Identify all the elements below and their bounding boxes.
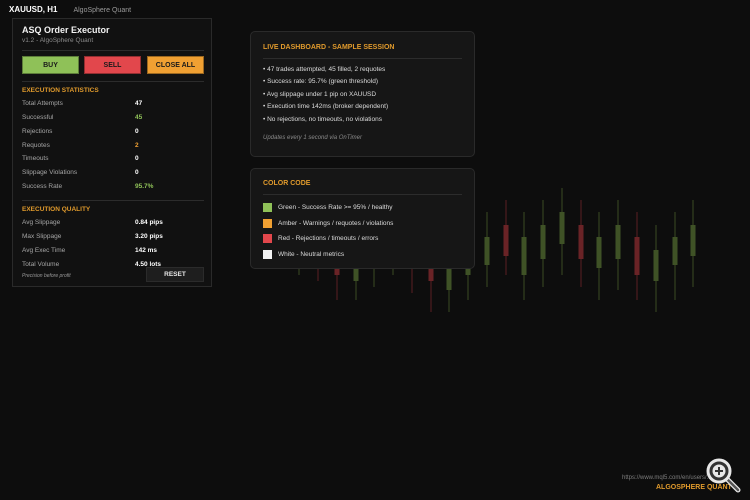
divider — [22, 81, 204, 82]
legend-label: White - Neutral metrics — [278, 251, 345, 258]
zoom-in-magnifier-icon[interactable] — [705, 457, 741, 493]
stat-value: 95.7% — [135, 183, 154, 190]
candles-visible — [484, 188, 696, 312]
divider — [22, 200, 204, 201]
stat-row-total-attempts: Total Attempts 47 — [22, 100, 204, 110]
card-title: LIVE DASHBOARD - SAMPLE SESSION — [263, 44, 395, 51]
execution-quality-title: EXECUTION QUALITY — [22, 206, 91, 213]
legend-label: Amber - Warnings / requotes / violations — [278, 220, 394, 227]
stat-row-slippage-violations: Slippage Violations 0 — [22, 169, 204, 179]
stat-row-rejections: Rejections 0 — [22, 128, 204, 138]
divider — [263, 194, 462, 195]
stat-label: Avg Slippage — [22, 219, 61, 226]
stat-value: 0 — [135, 169, 139, 176]
candles-under-panel — [298, 262, 471, 312]
stat-row-avg-slippage: Avg Slippage 0.84 pips — [22, 219, 204, 229]
legend-label: Green - Success Rate >= 95% / healthy — [278, 204, 393, 211]
stat-value: 4.50 lots — [135, 261, 162, 268]
stat-row-timeouts: Timeouts 0 — [22, 155, 204, 165]
stat-value: 2 — [135, 142, 139, 149]
stat-label: Requotes — [22, 142, 50, 149]
buy-button[interactable]: BUY — [22, 56, 79, 74]
reset-button[interactable]: RESET — [146, 267, 204, 282]
legend-item-red: Red - Rejections / timeouts / errors — [263, 234, 378, 243]
stat-value: 0 — [135, 155, 139, 162]
stat-label: Total Attempts — [22, 100, 63, 107]
stat-row-success-rate: Success Rate 95.7% — [22, 183, 204, 193]
panel-tagline: Precision before profit — [22, 273, 71, 279]
legend-item-amber: Amber - Warnings / requotes / violations — [263, 219, 393, 228]
stat-label: Slippage Violations — [22, 169, 78, 176]
stat-value: 142 ms — [135, 247, 158, 254]
divider — [22, 50, 204, 51]
close-all-button[interactable]: CLOSE ALL — [147, 56, 204, 74]
chart-author: AlgoSphere Quant — [73, 7, 132, 14]
footer-url: https://www.mql5.com/en/users/... — [622, 475, 712, 481]
order-executor-panel: ASQ Order Executor v1.2 - AlgoSphere Qua… — [12, 18, 212, 287]
dashboard-bullet: • 47 trades attempted, 45 filled, 2 requ… — [263, 66, 386, 73]
dashboard-bullet: • Execution time 142ms (broker dependent… — [263, 103, 389, 110]
stat-value: 45 — [135, 114, 143, 121]
color-code-card: COLOR CODE Green - Success Rate >= 95% /… — [250, 168, 475, 269]
stat-row-max-slippage: Max Slippage 3.20 pips — [22, 233, 204, 243]
stat-label: Total Volume — [22, 261, 60, 268]
amber-swatch-icon — [263, 219, 272, 228]
stat-value: 0 — [135, 128, 139, 135]
stat-row-successful: Successful 45 — [22, 114, 204, 124]
footer-brand: ALGOSPHERE QUANT — [656, 484, 732, 491]
stat-row-total-volume: Total Volume 4.50 lots — [22, 261, 204, 271]
execution-statistics-title: EXECUTION STATISTICS — [22, 87, 99, 94]
chart-symbol: XAUUSD, H1 — [9, 5, 58, 14]
legend-label: Red - Rejections / timeouts / errors — [278, 235, 379, 242]
stat-row-requotes: Requotes 2 — [22, 142, 204, 152]
dashboard-bullet: • Success rate: 95.7% (green threshold) — [263, 78, 379, 85]
panel-subtitle: v1.2 - AlgoSphere Quant — [22, 37, 94, 44]
stat-value: 47 — [135, 100, 143, 107]
dashboard-bullet: • Avg slippage under 1 pip on XAUUSD — [263, 91, 377, 98]
card-title: COLOR CODE — [263, 180, 311, 187]
dashboard-bullet: • No rejections, no timeouts, no violati… — [263, 116, 382, 123]
stat-label: Rejections — [22, 128, 53, 135]
white-swatch-icon — [263, 250, 272, 259]
stat-value: 3.20 pips — [135, 233, 163, 240]
green-swatch-icon — [263, 203, 272, 212]
legend-item-white: White - Neutral metrics — [263, 250, 344, 259]
stat-row-avg-exec-time: Avg Exec Time 142 ms — [22, 247, 204, 257]
update-note: Updates every 1 second via OnTimer — [263, 135, 362, 141]
live-dashboard-card: LIVE DASHBOARD - SAMPLE SESSION • 47 tra… — [250, 31, 475, 157]
stat-label: Max Slippage — [22, 233, 62, 240]
divider — [263, 58, 462, 59]
panel-title: ASQ Order Executor — [22, 25, 110, 35]
stat-value: 0.84 pips — [135, 219, 163, 226]
stat-label: Success Rate — [22, 183, 63, 190]
chart-header: XAUUSD, H1 AlgoSphere Quant — [9, 5, 131, 14]
red-swatch-icon — [263, 234, 272, 243]
sell-button[interactable]: SELL — [84, 56, 141, 74]
stat-label: Timeouts — [22, 155, 49, 162]
stat-label: Avg Exec Time — [22, 247, 66, 254]
stat-label: Successful — [22, 114, 54, 121]
legend-item-green: Green - Success Rate >= 95% / healthy — [263, 203, 393, 212]
